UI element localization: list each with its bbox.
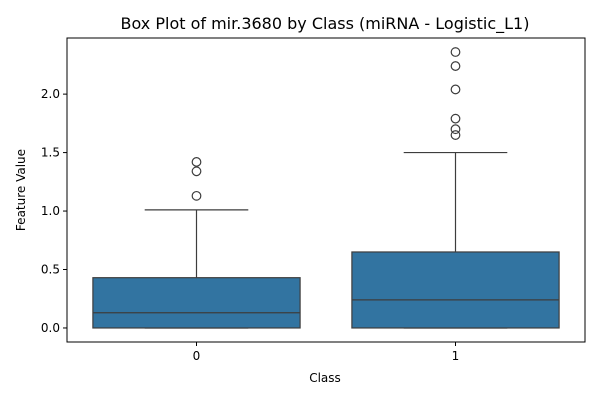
iqr-box: [92, 277, 301, 329]
y-tick-label: 0.5: [41, 263, 60, 277]
outlier-point: [191, 166, 202, 177]
y-tick-label: 2.0: [41, 87, 60, 101]
y-tick-label: 0.0: [41, 321, 60, 335]
outlier-point: [450, 61, 461, 71]
outlier-point: [191, 157, 202, 167]
x-tick-label: 1: [452, 349, 460, 363]
outlier-point: [450, 124, 461, 135]
plot-area: [66, 37, 586, 343]
y-tick-label: 1.5: [41, 146, 60, 160]
outlier-point: [450, 130, 461, 140]
iqr-box: [351, 251, 560, 329]
box-group-class-1: [351, 47, 560, 329]
chart-title: Box Plot of mir.3680 by Class (miRNA - L…: [121, 14, 530, 34]
x-tick-label: 0: [193, 349, 201, 363]
y-axis-label: Feature Value: [14, 149, 28, 231]
box-group-class-0: [92, 157, 301, 329]
outlier-point: [191, 190, 202, 201]
x-axis-label: Class: [309, 371, 341, 385]
outlier-point: [450, 84, 461, 95]
y-tick-label: 1.0: [41, 204, 60, 218]
outlier-point: [450, 47, 461, 57]
outlier-point: [450, 113, 461, 124]
